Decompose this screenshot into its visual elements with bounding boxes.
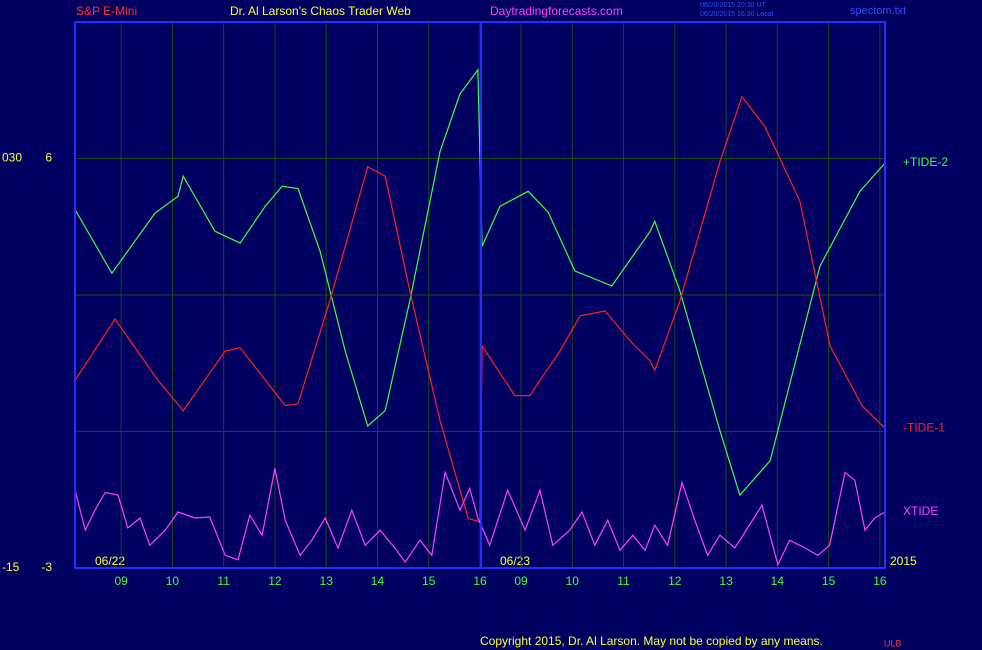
legend-label: XTIDE	[903, 504, 938, 518]
x-tick-label: 16	[873, 574, 887, 588]
x-tick-label: 13	[320, 574, 334, 588]
x-tick-label: 15	[822, 574, 836, 588]
x-tick-label: 09	[514, 574, 528, 588]
stamp: 06/20/2015 16:30 Local	[700, 11, 774, 18]
legend-label: -TIDE-1	[903, 420, 945, 434]
copyright: Copyright 2015, Dr. Al Larson. May not b…	[480, 634, 823, 648]
x-tick-label: 16	[473, 574, 487, 588]
x-tick-label: 12	[668, 574, 682, 588]
x-tick-label: 14	[771, 574, 785, 588]
site: Daytradingforecasts.com	[490, 4, 623, 18]
header-title: Dr. Al Larson's Chaos Trader Web	[230, 4, 411, 18]
series-line	[74, 68, 886, 497]
x-tick-label: 12	[268, 574, 282, 588]
x-tick-label: 09	[114, 574, 128, 588]
x-tick-label: 13	[719, 574, 733, 588]
lines	[74, 68, 886, 567]
series-line	[74, 468, 886, 567]
date-label: 06/23	[500, 554, 530, 568]
date-label: 2015	[890, 554, 917, 568]
x-tick-label: 10	[566, 574, 580, 588]
file-name: spectom.txt	[850, 5, 906, 17]
x-tick-label: 10	[166, 574, 180, 588]
stamp: 06/20/2015 20:30 UT	[700, 2, 766, 9]
y2-tick-label: 030	[2, 151, 22, 165]
x-tick-label: 11	[617, 574, 630, 588]
x-tick-label: 15	[422, 574, 436, 588]
y-tick-label: 6	[45, 151, 52, 165]
legend-label: +TIDE-2	[903, 155, 948, 169]
mark: ULB	[884, 638, 902, 648]
date-label: 06/22	[95, 554, 125, 568]
y2-tick-label: -15	[2, 560, 20, 574]
x-tick-label: 14	[371, 574, 385, 588]
x-tick-label: 11	[217, 574, 230, 588]
series-line	[74, 95, 886, 523]
y-tick-label: -3	[41, 560, 52, 574]
instrument: S&P E-Mini	[76, 4, 137, 18]
